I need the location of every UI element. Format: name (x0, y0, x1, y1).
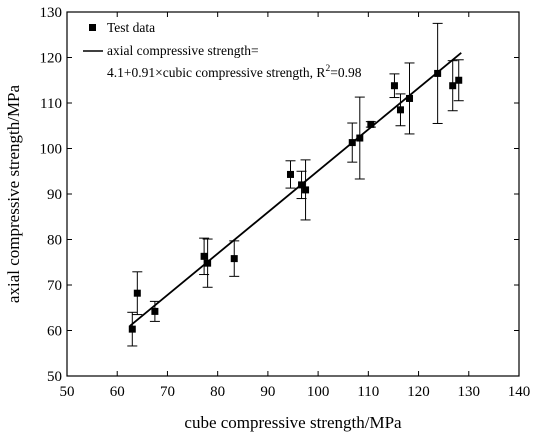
data-point (151, 307, 159, 315)
data-point (348, 139, 356, 147)
data-point (396, 106, 404, 114)
y-tick-label: 60 (47, 324, 62, 340)
x-tick-label: 120 (407, 384, 430, 400)
data-point (356, 134, 364, 142)
y-tick-label: 80 (47, 233, 62, 249)
x-tick-label: 60 (110, 384, 125, 400)
legend-fit-r2-value: =0.98 (330, 65, 361, 80)
legend: Test data axial compressive strength= 4.… (83, 20, 362, 80)
fit-line-group (129, 52, 462, 327)
data-point (390, 82, 398, 90)
axis-ticks: 50 60 70 80 90 100 110 120 130 140 50 60 70 80 90 100 11… (40, 5, 531, 400)
x-axis-title: cube compressive strength/MPa (184, 413, 402, 432)
data-point (298, 181, 306, 189)
x-tick-label: 70 (160, 384, 175, 400)
data-point (455, 76, 463, 84)
data-point (449, 82, 457, 90)
x-tick-label: 110 (357, 384, 379, 400)
data-point (286, 170, 294, 178)
y-tick-label: 110 (40, 96, 62, 112)
data-point (434, 69, 442, 77)
data-point (204, 259, 212, 267)
legend-label-fit-line2: 4.1+0.91×cubic compressive strength, R2=… (107, 64, 362, 80)
y-tick-label: 130 (40, 5, 63, 21)
legend-marker-square (89, 24, 96, 31)
data-points-group (127, 22, 464, 347)
y-tick-label: 50 (47, 369, 62, 385)
data-point (406, 94, 414, 102)
y-tick-label: 100 (40, 142, 63, 158)
x-tick-label: 50 (60, 384, 75, 400)
x-tick-label: 100 (307, 384, 330, 400)
x-tick-label: 90 (260, 384, 275, 400)
data-point (200, 252, 208, 260)
y-axis-title: axial compressive strength/MPa (4, 84, 23, 303)
x-tick-label: 80 (210, 384, 225, 400)
data-point (302, 186, 310, 194)
data-point (230, 255, 238, 263)
y-tick-label: 90 (47, 187, 62, 203)
x-tick-label: 130 (458, 384, 481, 400)
data-point (133, 289, 141, 297)
y-tick-label: 120 (40, 51, 63, 67)
data-point (367, 120, 375, 128)
legend-fit-r2-exponent: 2 (325, 64, 330, 74)
legend-label-test-data: Test data (107, 20, 155, 35)
y-tick-label: 70 (47, 278, 62, 294)
x-tick-label: 140 (508, 384, 531, 400)
legend-label-fit-line1: axial compressive strength= (107, 43, 259, 58)
data-point (128, 325, 136, 333)
legend-fit-formula: 4.1+0.91×cubic compressive strength, R (107, 65, 325, 80)
fit-line (129, 52, 462, 327)
